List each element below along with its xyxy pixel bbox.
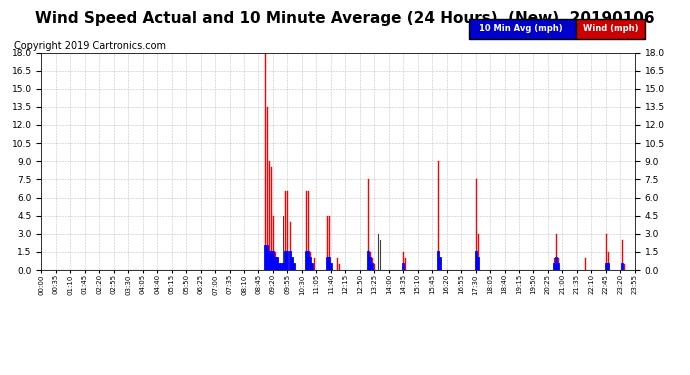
Text: Copyright 2019 Cartronics.com: Copyright 2019 Cartronics.com <box>14 41 166 51</box>
Text: 10 Min Avg (mph): 10 Min Avg (mph) <box>479 24 563 33</box>
Text: Wind Speed Actual and 10 Minute Average (24 Hours)  (New)  20190106: Wind Speed Actual and 10 Minute Average … <box>35 11 655 26</box>
Text: Wind (mph): Wind (mph) <box>583 24 638 33</box>
